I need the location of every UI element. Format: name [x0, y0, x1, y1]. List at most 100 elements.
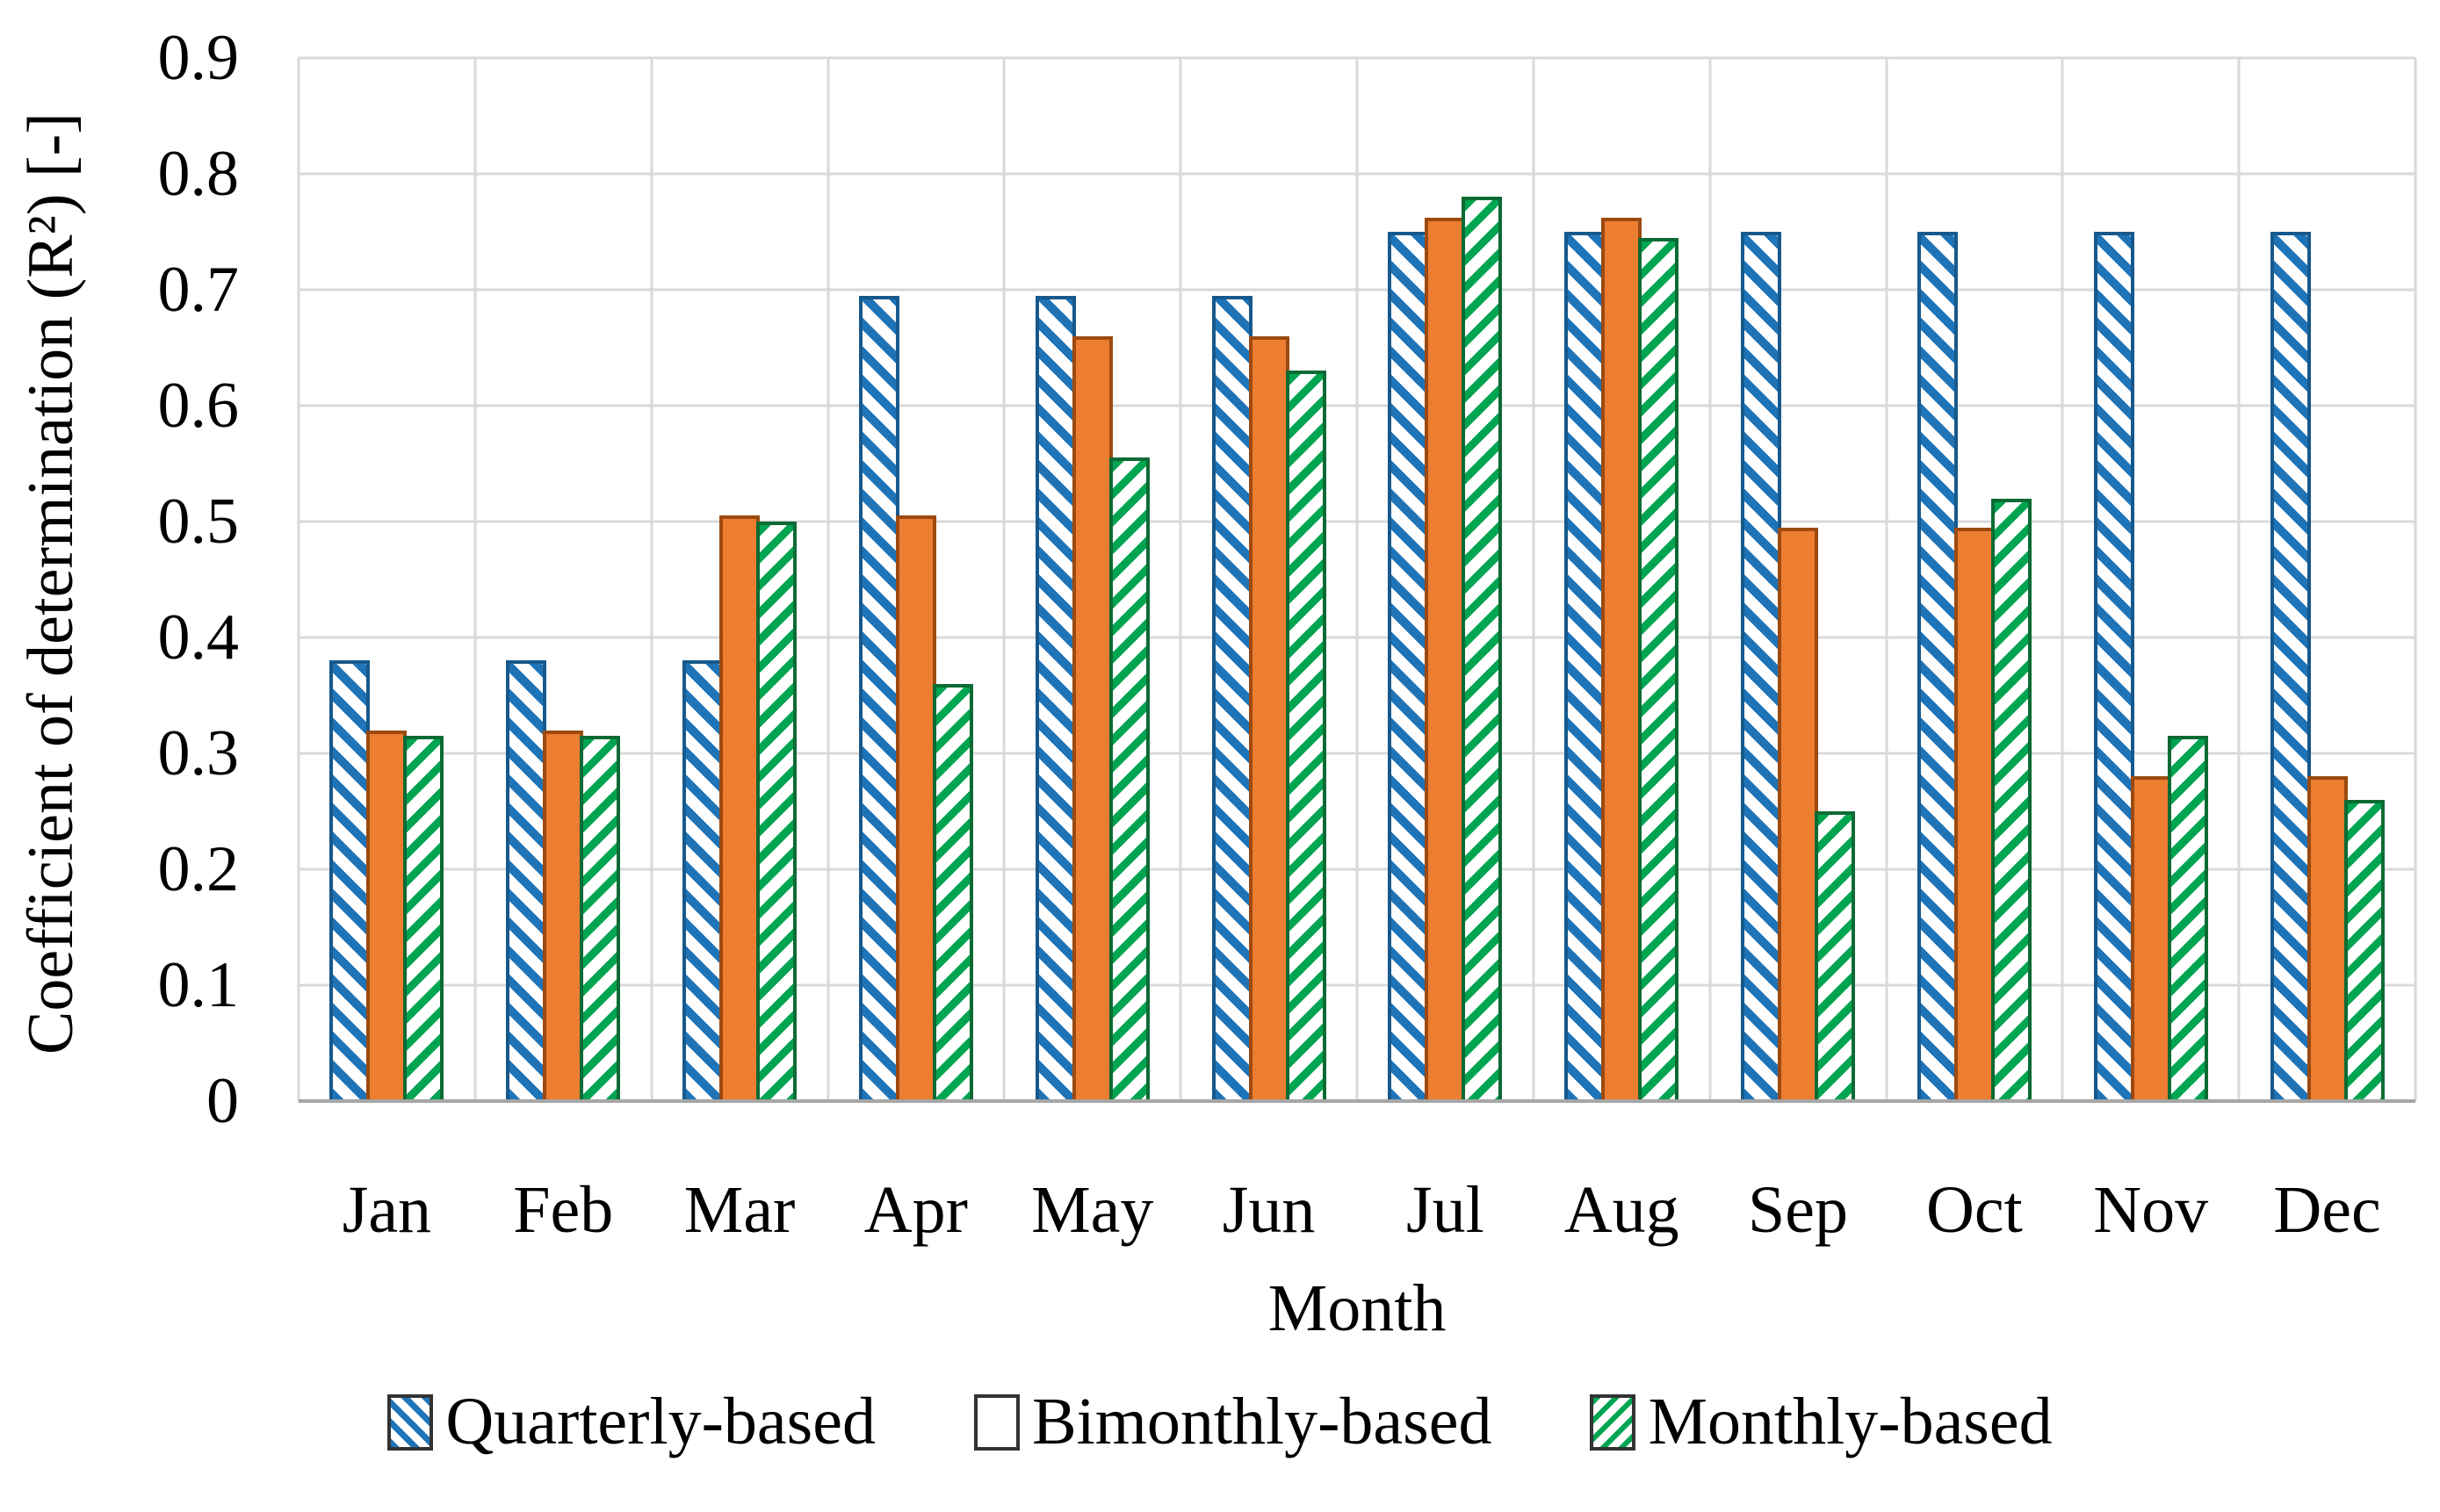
- bar-quarterly-dec: [2270, 232, 2311, 1101]
- bar-monthly-apr: [932, 683, 973, 1101]
- gridline-vertical: [2414, 58, 2417, 1101]
- gridline-vertical: [1708, 58, 1712, 1101]
- gridline-vertical: [297, 58, 300, 1101]
- bar-monthly-feb: [580, 736, 621, 1101]
- gridline-vertical: [473, 58, 477, 1101]
- bar-bimonthly-mar: [719, 515, 761, 1101]
- y-tick-label: 0.9: [157, 22, 240, 94]
- gridline-vertical: [2237, 58, 2241, 1101]
- bar-monthly-nov: [2167, 736, 2208, 1101]
- bar-quarterly-apr: [858, 295, 899, 1101]
- x-tick-label: Mar: [683, 1173, 796, 1247]
- bar-quarterly-feb: [506, 660, 547, 1101]
- bar-quarterly-jan: [329, 660, 371, 1101]
- x-tick-label: May: [1031, 1173, 1154, 1247]
- bar-group-oct: [1886, 58, 2062, 1101]
- y-axis-ticks: 0.9 0.8 0.7 0.6 0.5 0.4 0.3 0.2 0.1 0: [0, 25, 240, 1134]
- legend-item-monthly: Monthly-based: [1590, 1385, 2053, 1459]
- legend-swatch-bimonthly: [973, 1393, 1020, 1451]
- bar-bimonthly-aug: [1601, 218, 1642, 1101]
- bar-monthly-oct: [1990, 498, 2032, 1101]
- bar-group-may: [1004, 58, 1180, 1101]
- gridlines: [297, 56, 2417, 1103]
- y-tick-label: 0.4: [157, 601, 240, 673]
- y-tick-label: 0.1: [157, 948, 240, 1021]
- x-tick-label: Feb: [513, 1173, 614, 1247]
- legend-item-quarterly: Quarterly-based: [387, 1385, 876, 1459]
- x-tick-label: Jul: [1406, 1173, 1484, 1247]
- bar-quarterly-aug: [1564, 232, 1606, 1101]
- bar-quarterly-nov: [2093, 232, 2134, 1101]
- gridline-vertical: [2061, 58, 2064, 1101]
- gridline-vertical: [1002, 58, 1006, 1101]
- x-axis-ticks: Jan Feb Mar Apr May Jun Jul Aug Sep Oct Nov Dec: [299, 1177, 2415, 1243]
- legend-label: Bimonthly-based: [1031, 1385, 1492, 1458]
- bar-group-jul: [1357, 58, 1534, 1101]
- bar-group-aug: [1534, 58, 1710, 1101]
- bar-bimonthly-sep: [1778, 527, 1819, 1101]
- gridline-vertical: [827, 58, 829, 1101]
- bar-bimonthly-jan: [366, 730, 408, 1101]
- bar-monthly-jan: [403, 736, 444, 1101]
- gridline-vertical: [650, 58, 653, 1101]
- bar-monthly-sep: [1815, 811, 1856, 1101]
- x-axis-line: [299, 1099, 2415, 1103]
- bar-bimonthly-dec: [2306, 776, 2348, 1101]
- x-tick-label: Sep: [1748, 1173, 1849, 1247]
- bar-group-nov: [2062, 58, 2239, 1101]
- legend-swatch-monthly: [1590, 1393, 1636, 1451]
- bar-monthly-mar: [756, 522, 798, 1101]
- bar-bimonthly-feb: [543, 730, 584, 1101]
- bar-group-jun: [1180, 58, 1357, 1101]
- gridline-vertical: [1885, 58, 1888, 1101]
- bar-quarterly-oct: [1917, 232, 1958, 1101]
- x-tick-label: Dec: [2273, 1173, 2381, 1247]
- bar-quarterly-sep: [1741, 232, 1782, 1101]
- y-tick-label: 0.2: [157, 833, 240, 905]
- bar-group-jan: [299, 58, 475, 1101]
- legend-label: Quarterly-based: [445, 1385, 876, 1458]
- y-tick-label: 0.6: [157, 370, 240, 442]
- legend-item-bimonthly: Bimonthly-based: [973, 1385, 1492, 1459]
- bar-monthly-dec: [2343, 799, 2385, 1101]
- bar-quarterly-mar: [682, 660, 724, 1101]
- bar-group-sep: [1710, 58, 1887, 1101]
- bar-group-feb: [475, 58, 652, 1101]
- x-tick-label: Aug: [1563, 1173, 1679, 1247]
- gridline-vertical: [1532, 58, 1535, 1101]
- x-tick-label: Jun: [1222, 1173, 1316, 1247]
- legend-swatch-quarterly: [387, 1393, 434, 1451]
- bar-bimonthly-jun: [1248, 335, 1289, 1101]
- bar-quarterly-may: [1035, 295, 1076, 1101]
- legend-label: Monthly-based: [1648, 1385, 2053, 1458]
- x-tick-label: Nov: [2093, 1173, 2209, 1247]
- bar-bimonthly-apr: [895, 515, 936, 1101]
- bar-quarterly-jul: [1388, 232, 1429, 1101]
- y-tick-label: 0.3: [157, 717, 240, 789]
- plot-area: [297, 56, 2417, 1103]
- bar-bimonthly-oct: [1953, 527, 1995, 1101]
- bar-group-dec: [2239, 58, 2415, 1101]
- x-tick-label: Apr: [863, 1173, 968, 1247]
- x-axis-title: Month: [1267, 1271, 1447, 1345]
- x-tick-label: Jan: [342, 1173, 432, 1247]
- y-tick-label: 0.7: [157, 253, 240, 326]
- bar-bimonthly-nov: [2130, 776, 2171, 1101]
- bar-bimonthly-may: [1072, 335, 1113, 1101]
- gridline-vertical: [1355, 58, 1359, 1101]
- y-tick-label: 0.5: [157, 485, 240, 558]
- bar-monthly-aug: [1638, 237, 1679, 1101]
- bar-bimonthly-jul: [1425, 218, 1466, 1101]
- bar-group-mar: [652, 58, 828, 1101]
- gridline-vertical: [1179, 58, 1182, 1101]
- bar-monthly-jul: [1462, 197, 1503, 1101]
- legend: Quarterly-based Bimonthly-based Monthly-ba…: [0, 1385, 2440, 1459]
- bar-group-apr: [827, 58, 1004, 1101]
- bar-quarterly-jun: [1211, 295, 1252, 1101]
- bar-monthly-may: [1108, 457, 1150, 1101]
- y-tick-label: 0: [206, 1065, 239, 1137]
- y-tick-label: 0.8: [157, 137, 240, 210]
- bar-groups: [299, 58, 2415, 1101]
- bar-monthly-jun: [1285, 371, 1326, 1101]
